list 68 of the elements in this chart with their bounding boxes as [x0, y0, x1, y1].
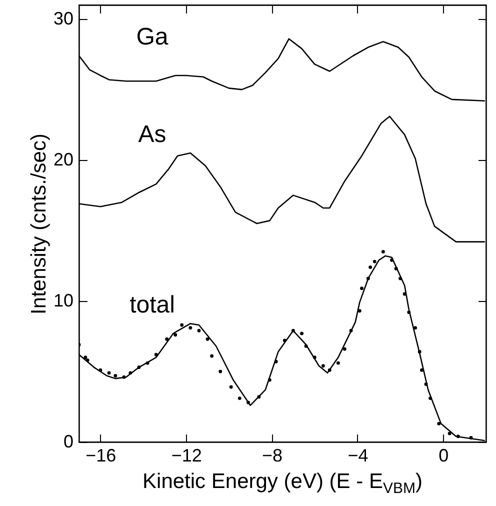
y-tick-label: 10	[53, 290, 74, 311]
point	[84, 356, 88, 360]
point	[114, 374, 118, 378]
point	[366, 276, 370, 280]
point	[146, 361, 150, 365]
point	[336, 361, 340, 365]
point	[402, 292, 406, 296]
point	[268, 378, 272, 382]
point	[424, 382, 428, 386]
point	[86, 358, 90, 362]
point	[107, 371, 111, 375]
x-tick-label: −4	[348, 446, 368, 466]
point	[197, 328, 201, 332]
point	[257, 395, 261, 399]
point	[246, 400, 250, 404]
x-axis-title: Kinetic Energy (eV) (E - E$_{VBM}$)	[142, 470, 424, 498]
point	[349, 328, 353, 332]
point	[407, 310, 411, 314]
y-tick-label: 30	[53, 8, 74, 29]
point	[394, 266, 398, 270]
point	[174, 333, 178, 337]
point	[291, 328, 295, 332]
point	[342, 347, 346, 351]
point	[180, 323, 184, 327]
point	[360, 286, 364, 290]
point	[437, 422, 441, 426]
point	[218, 370, 222, 374]
point	[229, 385, 233, 389]
x-tick-label: −16	[86, 446, 116, 466]
point	[381, 250, 385, 254]
point	[128, 371, 132, 375]
point	[122, 375, 126, 379]
point	[448, 432, 452, 436]
point	[210, 354, 214, 358]
point	[98, 368, 102, 372]
series-label: total	[130, 292, 175, 319]
point	[398, 276, 402, 280]
x-tick-label: −8	[262, 446, 283, 466]
point	[420, 368, 424, 372]
y-tick-label: 20	[53, 150, 74, 170]
point	[312, 356, 316, 360]
point	[282, 338, 286, 342]
point	[137, 366, 141, 370]
y-axis-title: Intensity (cnts./sec)	[27, 134, 50, 314]
legend-label: Ga	[136, 24, 169, 51]
point	[418, 350, 422, 354]
point	[304, 344, 308, 348]
point	[238, 396, 242, 400]
point	[274, 360, 278, 364]
point	[456, 434, 460, 438]
point	[428, 396, 432, 400]
point	[390, 258, 394, 262]
point	[154, 352, 158, 356]
point	[321, 364, 325, 368]
x-tick-label: −12	[171, 446, 202, 466]
series-label: As	[138, 121, 166, 148]
point	[368, 265, 372, 269]
point	[206, 337, 210, 341]
point	[372, 260, 376, 264]
point	[358, 309, 362, 313]
point	[328, 368, 332, 372]
point	[469, 436, 473, 440]
y-tick-label: 0	[63, 432, 74, 452]
point	[300, 332, 304, 336]
point	[165, 337, 169, 341]
x-tick-label: 0	[438, 446, 449, 466]
point	[188, 326, 192, 330]
point	[414, 326, 418, 330]
